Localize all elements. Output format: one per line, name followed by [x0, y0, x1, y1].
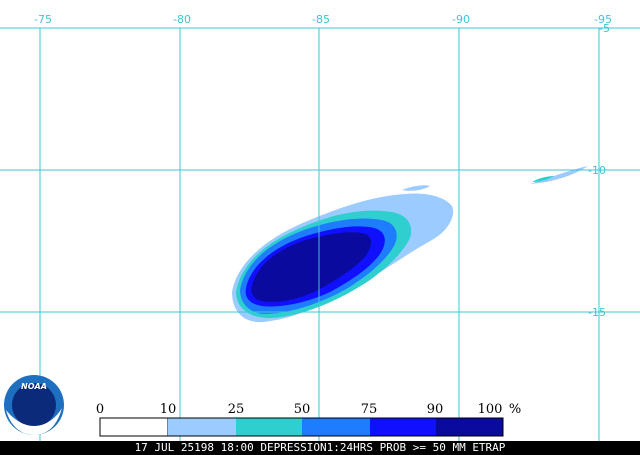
legend-label-25: 25: [228, 402, 245, 417]
lat-label-10: -10: [588, 164, 606, 177]
legend-swatch-10-25: [168, 418, 236, 436]
swath-90pct: [251, 232, 372, 302]
lat-label-5: -5: [599, 22, 610, 35]
caption-bar: 17 JUL 25198 18:00 DEPRESSION1:24HRS PRO…: [0, 441, 640, 455]
legend-label-10: 10: [160, 402, 177, 417]
legend-swatch-90-100: [436, 418, 503, 436]
graticule: [0, 27, 640, 441]
lon-label-90: -90: [452, 13, 470, 26]
legend-frame: [99, 417, 504, 437]
lon-label-95: -95: [594, 13, 612, 26]
longitude-labels: -75 -80 -85 -90 -95: [34, 13, 612, 26]
probability-swath: [232, 166, 588, 323]
legend-swatch-75-90: [370, 418, 436, 436]
legend-swatch-0-10: [99, 417, 169, 437]
legend-label-0: 0: [96, 402, 104, 417]
legend-label-90: 90: [427, 402, 444, 417]
legend-label-50: 50: [294, 402, 311, 417]
legend-swatch-50-75: [302, 418, 370, 436]
latitude-labels: -5 -10 -15: [588, 22, 610, 319]
noaa-logo: NOAA: [4, 375, 64, 435]
legend: 0 10 25 50 75 90 100 %: [96, 402, 521, 437]
lon-label-75: -75: [34, 13, 52, 26]
legend-label-100: 100: [478, 402, 503, 417]
legend-label-percent: %: [509, 402, 521, 417]
lon-label-80: -80: [173, 13, 191, 26]
swath-25pct-fragment: [532, 176, 554, 182]
logo-text: NOAA: [21, 382, 47, 391]
swath-10pct-tail: [402, 185, 430, 191]
legend-label-75: 75: [361, 402, 378, 417]
lon-label-85: -85: [312, 13, 330, 26]
lat-label-15: -15: [588, 306, 606, 319]
legend-swatch-25-50: [236, 418, 302, 436]
